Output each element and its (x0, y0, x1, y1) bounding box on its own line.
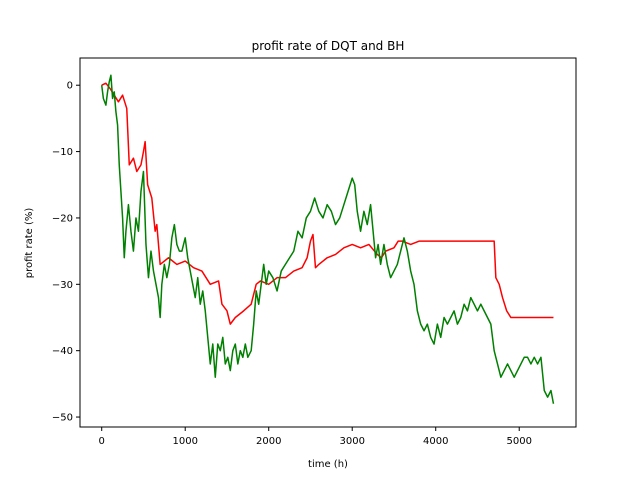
y-tick-label: 0 (67, 81, 73, 92)
x-axis-label: time (h) (308, 459, 348, 470)
plot-area: 0 1000 2000 3000 4000 5000 0 −10 −20 −30 −40 −50 (52, 57, 577, 447)
series-line-1 (100, 74, 555, 404)
x-tick-label: 2000 (256, 436, 281, 447)
plot-frame (79, 57, 577, 428)
y-tick-label: −10 (52, 147, 73, 158)
y-tick-label: −40 (52, 346, 73, 357)
chart-title: profit rate of DQT and BH (252, 39, 405, 53)
y-tick-label: −30 (52, 280, 73, 291)
x-tick-label: 4000 (423, 436, 448, 447)
x-tick-label: 3000 (339, 436, 364, 447)
x-tick-label: 5000 (506, 436, 531, 447)
y-tick-label: −50 (52, 413, 73, 424)
x-tick-label: 1000 (172, 436, 197, 447)
y-axis-label: profit rate (%) (24, 208, 35, 279)
series-line-0 (101, 82, 554, 325)
y-tick-label: −20 (52, 213, 73, 224)
x-tick-label: 0 (99, 436, 105, 447)
